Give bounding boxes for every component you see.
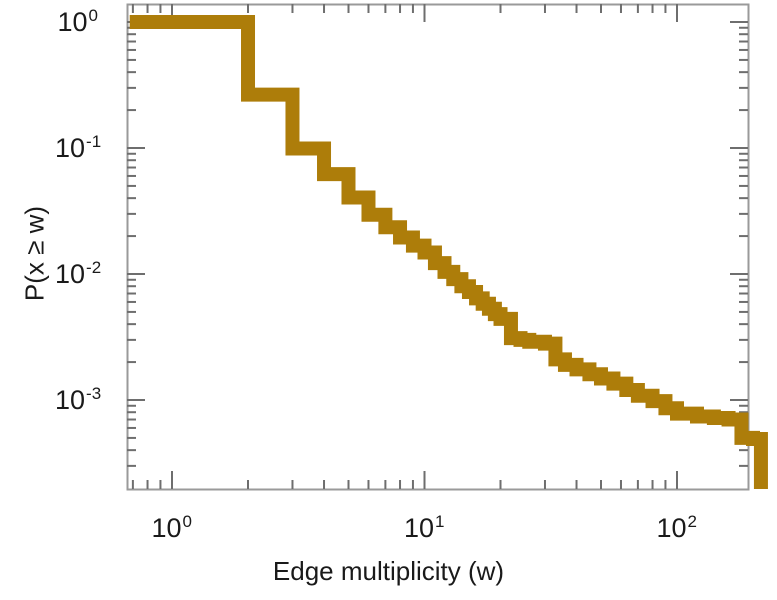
tick-exponent: 1 (435, 512, 445, 531)
tick-exponent: 2 (687, 512, 698, 531)
x-tick-label-100: 102 (656, 512, 698, 543)
x-axis-title: Edge multiplicity (w) (272, 556, 505, 586)
tick-exponent: -2 (86, 258, 102, 277)
tick-exponent: -1 (86, 132, 102, 151)
y-tick-label-0.001: 10-3 (55, 384, 102, 415)
data-series-layer (129, 15, 768, 489)
x-tick-label-10: 101 (404, 512, 445, 543)
x-tick-label-1: 100 (151, 512, 193, 543)
y-tick-label-1: 100 (57, 6, 99, 37)
tick-exponent: 0 (182, 512, 193, 531)
y-axis-title: P(x ≥ w) (19, 205, 50, 302)
axis-ticks (127, 4, 748, 489)
tick-exponent: 0 (88, 6, 99, 25)
y-tick-label-0.01: 10-2 (55, 258, 102, 289)
y-tick-label-0.1: 10-1 (55, 132, 102, 163)
tick-exponent: -3 (86, 384, 102, 403)
